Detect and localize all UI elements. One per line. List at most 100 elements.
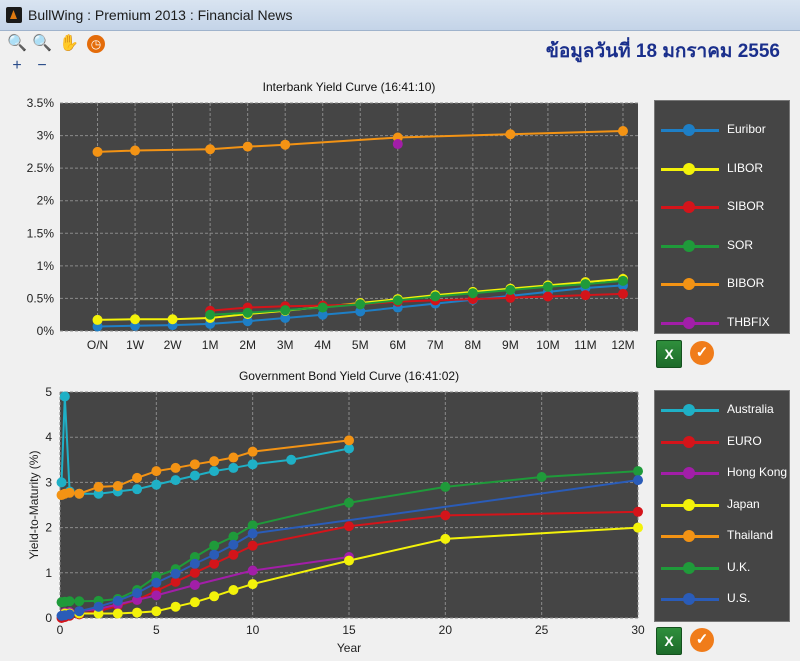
legend-label: BIBOR — [727, 276, 765, 290]
date-label: ข้อมูลวันที่ 18 มกราคม 2556 — [545, 41, 780, 62]
legend-swatch-marker — [683, 124, 695, 136]
y-tick-label: 2% — [37, 194, 55, 208]
legend-item-australia[interactable]: Australia — [661, 400, 800, 420]
data-point-libor — [130, 314, 141, 325]
data-point-japan — [344, 555, 354, 566]
zoom-in-icon[interactable]: 🔍+ — [7, 35, 27, 74]
y-tick-label: 2.5% — [27, 161, 55, 175]
data-point-bibor — [280, 139, 291, 150]
data-point-sor — [580, 279, 591, 290]
legend-label: Japan — [727, 496, 760, 511]
legend-swatch-marker — [683, 593, 695, 605]
data-point-australia — [132, 484, 143, 495]
x-tick-label: 5 — [153, 623, 160, 637]
data-point-thailand — [64, 487, 75, 498]
data-point-euribor — [280, 312, 291, 323]
data-point-thailand — [151, 466, 162, 477]
legend-item-bibor[interactable]: BIBOR — [661, 274, 800, 294]
y-tick-label: 2 — [45, 521, 52, 535]
confirm-button-2[interactable]: ✓ — [690, 628, 714, 652]
x-tick-label: 3M — [277, 338, 294, 352]
legend-item-hong-kong[interactable]: Hong Kong — [661, 463, 800, 483]
x-tick-label: 1M — [202, 338, 219, 352]
interbank-chart-title: Interbank Yield Curve (16:41:10) — [262, 80, 436, 94]
data-point-thbfix — [392, 139, 403, 150]
y-tick-label: 1.5% — [27, 226, 55, 240]
data-point-u-k- — [440, 481, 451, 492]
legend-item-sor[interactable]: SOR — [661, 236, 800, 256]
data-point-u-s- — [132, 588, 143, 599]
data-point-thailand — [93, 481, 104, 492]
data-point-sibor — [580, 290, 591, 301]
data-point-australia — [59, 391, 70, 402]
data-point-u-s- — [209, 549, 220, 560]
data-point-australia — [209, 466, 220, 477]
series-line-sor — [210, 279, 624, 316]
legend-item-sibor[interactable]: SIBOR — [661, 197, 800, 217]
interbank-legend: Euribor LIBOR SIBOR SOR BIBOR THBFIX — [654, 100, 790, 334]
legend-item-thbfix[interactable]: THBFIX — [661, 313, 800, 333]
x-tick-label: 4M — [314, 338, 331, 352]
data-point-thailand — [344, 435, 354, 446]
y-tick-label: 3.5% — [27, 96, 55, 110]
legend-item-u-k-[interactable]: U.K. — [661, 558, 800, 578]
legend-label: Thailand — [727, 528, 774, 542]
data-point-euro — [633, 506, 643, 517]
title-bar: BullWing : Premium 2013 : Financial News — [0, 0, 800, 31]
x-tick-label: 5M — [352, 338, 369, 352]
data-point-australia — [56, 477, 67, 488]
clock-icon[interactable]: ◷ — [87, 35, 105, 53]
x-tick-label: 7M — [427, 338, 444, 352]
data-point-japan — [170, 601, 181, 612]
confirm-button-1[interactable]: ✓ — [690, 341, 714, 365]
pan-hand-icon[interactable]: ✋ — [59, 35, 79, 52]
y-tick-label: 0% — [37, 324, 55, 338]
series-line-bibor — [97, 130, 624, 153]
data-point-libor — [167, 314, 178, 325]
data-point-u-k- — [228, 531, 239, 542]
export-excel-button-2[interactable]: X — [656, 627, 682, 655]
legend-item-u-s-[interactable]: U.S. — [661, 589, 800, 609]
data-point-sor — [242, 307, 253, 318]
x-tick-label: 11M — [574, 338, 596, 352]
data-point-euro — [247, 540, 258, 551]
data-point-thailand — [209, 456, 220, 467]
y-tick-label: 3 — [45, 475, 52, 489]
data-point-australia — [151, 479, 162, 490]
export-excel-button-1[interactable]: X — [656, 340, 682, 368]
legend-label: EURO — [727, 433, 762, 448]
legend-item-thailand[interactable]: Thailand — [661, 526, 800, 546]
data-point-u-s- — [247, 528, 258, 539]
data-point-u-s- — [170, 568, 181, 579]
data-point-libor — [92, 314, 103, 325]
legend-item-euribor[interactable]: Euribor — [661, 120, 800, 140]
legend-item-libor[interactable]: LIBOR — [661, 159, 800, 179]
data-point-sor — [467, 288, 478, 299]
data-point-u-k- — [209, 540, 220, 551]
x-tick-label: 0 — [57, 623, 64, 637]
data-point-australia — [170, 475, 181, 486]
legend-swatch-marker — [683, 162, 695, 175]
legend-swatch-marker — [683, 467, 695, 479]
y-tick-label: 1 — [45, 566, 52, 580]
data-point-thailand — [132, 472, 143, 483]
interbank-yield-chart[interactable]: 0% 0.5% 1% 1.5% 2% 2.5% 3% 3.5% O/N 1W 2W 1M 2M 3M 4M 5… — [0, 95, 650, 360]
data-point-euribor — [242, 316, 253, 327]
data-point-bibor — [92, 146, 103, 157]
toolbar: 🔍+ 🔍− ✋ ◷ — [0, 30, 800, 74]
data-point-sor — [542, 281, 553, 292]
data-point-u-s- — [151, 577, 162, 588]
x-tick-label: 15 — [342, 623, 356, 637]
government-bond-yield-chart[interactable]: 0 1 2 3 4 5 0 5 10 15 20 25 30 Year Yield-to-Maturity … — [0, 384, 650, 659]
data-point-thailand — [228, 452, 239, 463]
zoom-out-icon[interactable]: 🔍− — [32, 35, 52, 74]
legend-swatch-marker — [683, 561, 695, 574]
legend-item-euro[interactable]: EURO — [661, 432, 800, 452]
x-axis-label: Year — [337, 641, 361, 655]
data-point-u-s- — [633, 475, 643, 486]
x-tick-label: 10M — [536, 338, 559, 352]
data-point-japan — [112, 608, 123, 619]
data-point-u-s- — [64, 609, 75, 620]
legend-item-japan[interactable]: Japan — [661, 495, 800, 515]
data-point-u-k- — [64, 596, 75, 607]
